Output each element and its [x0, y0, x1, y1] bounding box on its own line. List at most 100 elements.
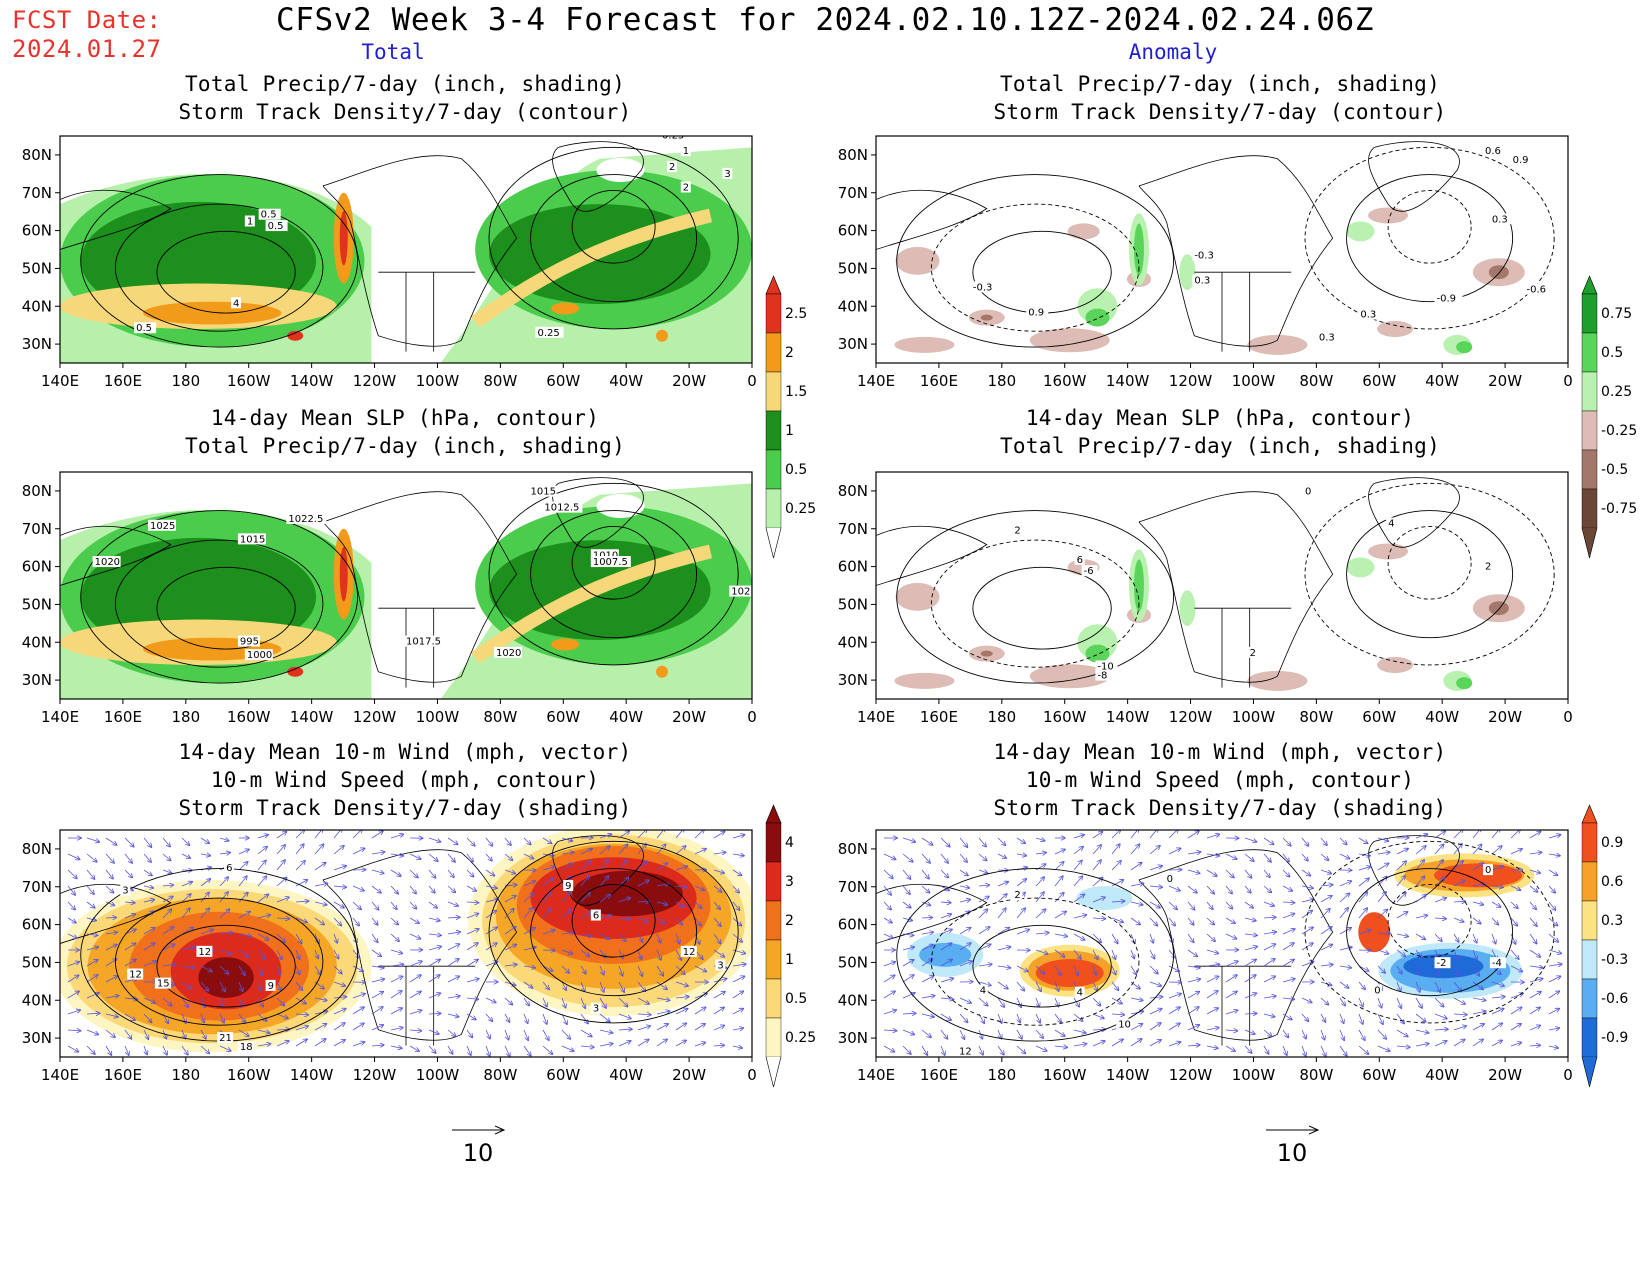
wind-vector	[542, 981, 549, 989]
wind-vector	[1377, 997, 1382, 1008]
wind-vector	[1244, 853, 1254, 861]
wind-vector	[1016, 930, 1029, 935]
contour-label-bg	[1164, 873, 1175, 885]
panel-title-anom-precip: Total Precip/7-day (inch, shading) Storm …	[993, 72, 1447, 124]
wind-vector	[1092, 918, 1105, 919]
wind-vector	[561, 1029, 570, 1039]
wind-vector	[1187, 901, 1195, 910]
precip-anomaly-dry-4	[1247, 334, 1308, 355]
lon-tick-label: 160E	[104, 708, 142, 726]
colorbar-storm-anomaly: 0.9 0.6 0.3 -0.3 -0.6 -0.9	[1581, 804, 1628, 1088]
wind-vector	[315, 949, 318, 958]
contour-line-3	[1304, 146, 1555, 330]
wind-vector	[86, 934, 98, 935]
colorbar-arrow-bottom	[765, 1056, 782, 1088]
lon-tick-label: 180	[987, 708, 1016, 726]
wind-vector	[1073, 876, 1082, 887]
wind-vector	[181, 928, 193, 935]
wind-vector	[428, 918, 440, 921]
contour-label-bg	[1095, 660, 1118, 672]
wind-vector	[257, 949, 265, 959]
panel-title-anom-slp: 14-day Mean SLP (hPa, contour) Total Prec…	[999, 406, 1441, 458]
contour-label: 12	[129, 970, 142, 981]
colorbar-arrow-bottom	[765, 527, 782, 559]
map-frame	[59, 135, 753, 364]
wind-vector	[466, 943, 478, 951]
wind-vector	[1130, 902, 1143, 905]
wind-vector	[675, 917, 682, 925]
wind-vector	[1187, 949, 1197, 956]
wind-vector	[1149, 901, 1160, 908]
wind-vector	[883, 962, 895, 967]
colorbar-swatch	[1581, 371, 1598, 412]
lat-tick-label: 80N	[22, 482, 52, 500]
wind-vector	[1130, 998, 1143, 1000]
wind-vector	[258, 981, 261, 990]
wind-vector	[542, 837, 552, 843]
wind-vector	[162, 927, 174, 935]
wind-vector	[124, 1029, 131, 1039]
contour-line-3	[488, 146, 739, 330]
wind-vector	[1548, 1046, 1558, 1048]
contour-label-bg	[286, 512, 327, 524]
wind-vector	[523, 1029, 528, 1040]
wind-vector	[1130, 1039, 1142, 1047]
wind-vector	[940, 885, 949, 890]
lon-tick-label: 0	[1563, 1066, 1573, 1084]
contour-label: 0	[1485, 865, 1491, 876]
lon-tick-label: 160W	[1043, 708, 1087, 726]
contour-line-1	[930, 897, 1140, 1026]
wind-vector	[447, 944, 459, 951]
lon-tick-label: 140E	[857, 372, 895, 390]
contour-label-bg	[1192, 249, 1221, 261]
wind-vector	[219, 877, 228, 887]
wind-vector	[921, 944, 933, 951]
wind-vector	[371, 852, 385, 854]
wind-vector	[1434, 949, 1439, 958]
storm-anomaly-labrador-pos	[1358, 912, 1391, 953]
wind-vector	[295, 965, 300, 975]
wind-vector	[561, 949, 572, 954]
wind-vector	[1073, 1013, 1083, 1021]
precip-anomaly-wet-strong-0	[1133, 223, 1144, 276]
wind-vector	[1510, 933, 1516, 944]
wind-vector	[1415, 965, 1420, 975]
lon-tick-label: 80W	[1299, 708, 1333, 726]
wind-vector	[732, 869, 741, 875]
wind-vector	[447, 932, 460, 934]
wind-vector	[883, 917, 892, 923]
precip-anomaly-dry-0	[895, 246, 940, 275]
wind-vector	[978, 927, 990, 935]
wind-vector	[902, 837, 915, 842]
wind-vector	[1149, 917, 1157, 926]
wind-vector	[67, 933, 77, 938]
wind-vector	[921, 869, 929, 879]
wind-vector	[656, 1039, 667, 1047]
wind-vector	[162, 944, 175, 951]
wind-vector	[978, 981, 991, 985]
precip-anomaly-wet-3	[1346, 221, 1375, 242]
wind-vector	[1168, 965, 1179, 971]
wind-vector	[978, 853, 987, 860]
lat-tick-label: 30N	[838, 671, 868, 689]
wind-vector	[504, 853, 513, 860]
contour-label-bg	[237, 1041, 254, 1053]
wind-vector	[1548, 835, 1561, 839]
wind-vector	[1168, 949, 1176, 958]
wind-vector	[1339, 1045, 1347, 1056]
wind-vector	[713, 949, 724, 957]
wind-vector	[523, 893, 533, 903]
wind-vector	[428, 946, 441, 951]
wind-vector	[143, 928, 155, 935]
precip-anomaly-dry-4	[1247, 670, 1308, 691]
wind-vector	[997, 1013, 1002, 1023]
wind-vector	[1149, 981, 1161, 986]
wind-vector	[124, 869, 132, 877]
wind-vector	[333, 917, 341, 926]
wind-vector	[1130, 830, 1139, 839]
wind-vector	[390, 933, 399, 941]
coastline-0	[322, 155, 518, 347]
wind-vector	[181, 947, 195, 951]
wind-vector	[1472, 917, 1481, 924]
wind-vector	[1529, 1007, 1540, 1015]
